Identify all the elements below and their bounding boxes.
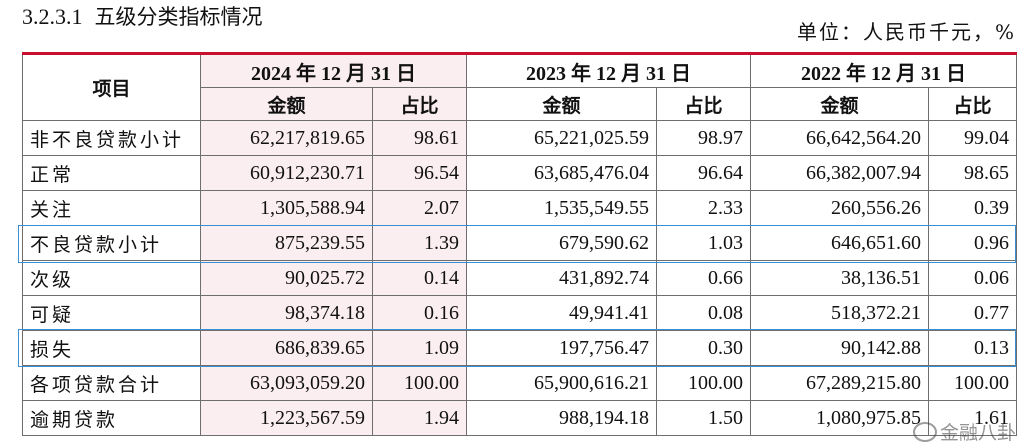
cell-ratio-2023: 1.50 xyxy=(656,400,751,436)
cell-amount-2022: 38,136.51 xyxy=(750,260,929,296)
table-row-nonperforming-subtotal: 不良贷款小计 875,239.55 1.39 679,590.62 1.03 646,65… xyxy=(22,225,1017,261)
cell-amount-2023: 65,221,025.59 xyxy=(466,120,657,156)
row-label: 不良贷款小计 xyxy=(22,225,201,261)
cell-amount-2024: 875,239.55 xyxy=(200,225,373,261)
unit-label: 单位：人民币千元，% xyxy=(796,20,1016,44)
amount-header-2023: 金额 xyxy=(466,87,657,121)
cell-ratio-2024: 100.00 xyxy=(372,365,467,401)
table-body: 非不良贷款小计 62,217,819.65 98.61 65,221,025.59 98… xyxy=(22,120,1017,436)
section-title: 3.2.3.1 五级分类指标情况 xyxy=(22,2,263,33)
cell-amount-2023: 65,900,616.21 xyxy=(466,365,657,401)
cell-amount-2023: 431,892.74 xyxy=(466,260,657,296)
row-label: 正常 xyxy=(22,155,201,191)
table-row-total-loans: 各项贷款合计 63,093,059.20 100.00 65,900,616.21 10… xyxy=(22,365,1017,401)
cell-ratio-2024: 1.94 xyxy=(372,400,467,436)
weibo-icon xyxy=(912,422,937,442)
cell-ratio-2022: 98.65 xyxy=(928,155,1017,191)
cell-ratio-2024: 1.09 xyxy=(372,330,467,366)
loan-classification-table: 项目 2024 年 12 月 31 日 2023 年 12 月 31 日 202… xyxy=(22,52,1017,436)
cell-amount-2023: 49,941.41 xyxy=(466,295,657,331)
row-label: 关注 xyxy=(22,190,201,226)
cell-amount-2024: 686,839.65 xyxy=(200,330,373,366)
cell-ratio-2022: 100.00 xyxy=(928,365,1017,401)
cell-ratio-2023: 0.08 xyxy=(656,295,751,331)
ratio-header-2024: 占比 xyxy=(372,87,467,121)
section-number: 3.2.3.1 xyxy=(22,4,83,29)
watermark-text: 金融八卦 xyxy=(939,422,1016,444)
cell-amount-2024: 62,217,819.65 xyxy=(200,120,373,156)
table-row-doubtful: 可疑 98,374.18 0.16 49,941.41 0.08 518,372.21 0.… xyxy=(22,295,1017,331)
cell-amount-2022: 518,372.21 xyxy=(750,295,929,331)
cell-amount-2024: 60,912,230.71 xyxy=(200,155,373,191)
table-row-nonperforming-excluded-subtotal: 非不良贷款小计 62,217,819.65 98.61 65,221,025.59 98… xyxy=(22,120,1017,156)
cell-amount-2023: 1,535,549.55 xyxy=(466,190,657,226)
row-label: 次级 xyxy=(22,260,201,296)
amount-header-2024: 金额 xyxy=(200,87,373,121)
cell-amount-2022: 260,556.26 xyxy=(750,190,929,226)
cell-ratio-2024: 2.07 xyxy=(372,190,467,226)
cell-ratio-2023: 0.30 xyxy=(656,330,751,366)
row-label: 各项贷款合计 xyxy=(22,365,201,401)
cell-ratio-2022: 99.04 xyxy=(928,120,1017,156)
cell-amount-2022: 66,382,007.94 xyxy=(750,155,929,191)
cell-ratio-2024: 98.61 xyxy=(372,120,467,156)
cell-ratio-2023: 0.66 xyxy=(656,260,751,296)
cell-amount-2022: 66,642,564.20 xyxy=(750,120,929,156)
cell-ratio-2023: 96.64 xyxy=(656,155,751,191)
ratio-header-2023: 占比 xyxy=(656,87,751,121)
cell-ratio-2023: 1.03 xyxy=(656,225,751,261)
cell-ratio-2022: 0.96 xyxy=(928,225,1017,261)
cell-amount-2023: 197,756.47 xyxy=(466,330,657,366)
table-row-normal: 正常 60,912,230.71 96.54 63,685,476.04 96.64 66… xyxy=(22,155,1017,191)
cell-ratio-2023: 2.33 xyxy=(656,190,751,226)
table-row-loss: 损失 686,839.65 1.09 197,756.47 0.30 90,142.88 0… xyxy=(22,330,1017,366)
cell-amount-2022: 646,651.60 xyxy=(750,225,929,261)
cell-ratio-2024: 0.16 xyxy=(372,295,467,331)
table-row-special-mention: 关注 1,305,588.94 2.07 1,535,549.55 2.33 260,55… xyxy=(22,190,1017,226)
cell-amount-2024: 90,025.72 xyxy=(200,260,373,296)
cell-amount-2024: 1,305,588.94 xyxy=(200,190,373,226)
cell-amount-2022: 1,080,975.85 xyxy=(750,400,929,436)
amount-header-2022: 金额 xyxy=(750,87,929,121)
cell-amount-2023: 63,685,476.04 xyxy=(466,155,657,191)
cell-ratio-2023: 98.97 xyxy=(656,120,751,156)
cell-amount-2022: 67,289,215.80 xyxy=(750,365,929,401)
cell-ratio-2022: 0.06 xyxy=(928,260,1017,296)
row-label: 非不良贷款小计 xyxy=(22,120,201,156)
cell-amount-2023: 988,194.18 xyxy=(466,400,657,436)
period-header-2024: 2024 年 12 月 31 日 xyxy=(200,52,467,88)
cell-amount-2024: 63,093,059.20 xyxy=(200,365,373,401)
period-header-2022: 2022 年 12 月 31 日 xyxy=(750,52,1017,88)
row-label: 逾期贷款 xyxy=(22,400,201,436)
cell-ratio-2024: 96.54 xyxy=(372,155,467,191)
cell-ratio-2024: 1.39 xyxy=(372,225,467,261)
table-row-substandard: 次级 90,025.72 0.14 431,892.74 0.66 38,136.51 0.… xyxy=(22,260,1017,296)
cell-ratio-2022: 0.39 xyxy=(928,190,1017,226)
row-label: 可疑 xyxy=(22,295,201,331)
cell-ratio-2022: 0.77 xyxy=(928,295,1017,331)
cell-amount-2024: 1,223,567.59 xyxy=(200,400,373,436)
cell-amount-2024: 98,374.18 xyxy=(200,295,373,331)
ratio-header-2022: 占比 xyxy=(928,87,1017,121)
table-row-overdue-loans: 逾期贷款 1,223,567.59 1.94 988,194.18 1.50 1,080,… xyxy=(22,400,1017,436)
watermark: 金融八卦 xyxy=(912,418,1016,448)
item-column-header: 项目 xyxy=(22,52,201,121)
row-label: 损失 xyxy=(22,330,201,366)
cell-ratio-2024: 0.14 xyxy=(372,260,467,296)
cell-ratio-2023: 100.00 xyxy=(656,365,751,401)
cell-amount-2023: 679,590.62 xyxy=(466,225,657,261)
section-heading: 五级分类指标情况 xyxy=(94,5,263,29)
cell-ratio-2022: 1.61 xyxy=(928,400,1017,436)
period-header-2023: 2023 年 12 月 31 日 xyxy=(466,52,751,88)
cell-ratio-2022: 0.13 xyxy=(928,330,1017,366)
cell-amount-2022: 90,142.88 xyxy=(750,330,929,366)
